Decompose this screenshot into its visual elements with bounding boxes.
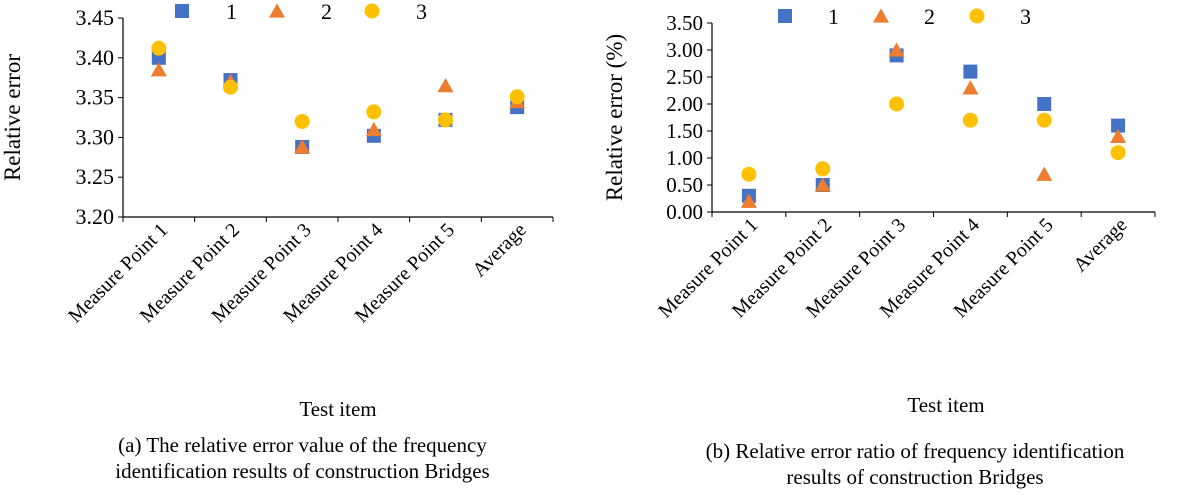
caption-b: (b) Relative error ratio of frequency id… <box>630 438 1200 490</box>
a-point-s3 <box>509 89 525 105</box>
a-ytick-label: 3.45 <box>76 5 115 30</box>
chart-b: 0.000.501.001.502.002.503.003.50Measure … <box>602 4 1156 417</box>
b-point-s2 <box>1110 128 1127 144</box>
b-ytick-label: 1.50 <box>666 119 703 143</box>
b-ytick-label: 2.00 <box>666 92 703 116</box>
b-point-s3 <box>1110 145 1126 161</box>
b-legend-label-3: 3 <box>1020 4 1031 29</box>
a-point-s3 <box>151 40 167 56</box>
b-ytick-label: 3.00 <box>666 38 703 62</box>
b-point-s3 <box>889 96 905 112</box>
a-ytick-label: 3.30 <box>76 124 115 149</box>
b-ytick-label: 1.00 <box>666 146 703 170</box>
a-legend-marker-3 <box>364 3 380 19</box>
a-point-s3 <box>438 112 453 128</box>
b-point-s2 <box>814 177 831 192</box>
b-point-s3 <box>815 161 831 177</box>
b-x-axis-title: Test item <box>907 393 984 417</box>
b-point-s1 <box>963 64 978 79</box>
b-point-s1 <box>1037 97 1052 111</box>
caption-a-line1: (a) The relative error value of the freq… <box>118 433 487 457</box>
a-ytick-label: 3.20 <box>76 204 115 229</box>
a-point-s3 <box>366 104 382 120</box>
a-ytick-label: 3.25 <box>76 164 115 189</box>
b-ytick-label: 2.50 <box>666 65 703 89</box>
a-legend-label-1: 1 <box>226 0 237 24</box>
b-ytick-label: 3.50 <box>666 11 703 35</box>
a-point-s2 <box>365 121 382 137</box>
b-legend-label-2: 2 <box>924 4 935 29</box>
caption-a: (a) The relative error value of the freq… <box>15 432 590 484</box>
a-point-s2 <box>294 139 311 154</box>
b-ytick-label: 0.00 <box>666 200 703 224</box>
a-point-s3 <box>294 113 310 129</box>
a-point-s3 <box>223 79 238 95</box>
caption-b-line1: (b) Relative error ratio of frequency id… <box>705 439 1125 463</box>
a-point-s2 <box>150 62 167 77</box>
b-point-s2 <box>888 42 905 57</box>
b-point-s2 <box>962 80 979 95</box>
a-x-axis-title: Test item <box>299 397 376 421</box>
chart-panel-b: 0.00 0.50 1.00 1.50 2.00 2.50 3.00 3.50 Measure … <box>600 0 1200 502</box>
b-y-axis-title: Relative error (%) <box>602 34 627 201</box>
a-y-axis-title: Relative error <box>0 54 25 181</box>
b-legend-label-1: 1 <box>828 4 839 29</box>
b-ytick-label: 0.50 <box>666 173 703 197</box>
a-legend-marker-2 <box>269 3 285 18</box>
a-legend-label-3: 3 <box>416 0 427 24</box>
a-legend-label-2: 2 <box>321 0 332 24</box>
a-point-s2 <box>437 78 454 93</box>
a-legend-marker-1 <box>175 4 189 18</box>
a-category-label: Average <box>468 219 530 281</box>
b-point-s3 <box>741 166 757 182</box>
b-point-s3 <box>962 112 978 128</box>
b-point-s2 <box>1036 166 1053 181</box>
caption-a-line2: identification results of construction B… <box>115 459 490 483</box>
caption-b-line2: results of construction Bridges <box>786 465 1044 489</box>
b-point-s1 <box>1111 118 1126 133</box>
b-legend-marker-3 <box>969 8 985 24</box>
b-legend-marker-1 <box>778 9 792 23</box>
b-point-s3 <box>1036 112 1052 128</box>
b-category-label: Average <box>1069 214 1131 276</box>
b-legend-marker-2 <box>873 8 889 23</box>
a-ytick-label: 3.40 <box>76 45 115 70</box>
a-ytick-label: 3.35 <box>76 85 115 110</box>
b-point-s2 <box>740 193 757 208</box>
